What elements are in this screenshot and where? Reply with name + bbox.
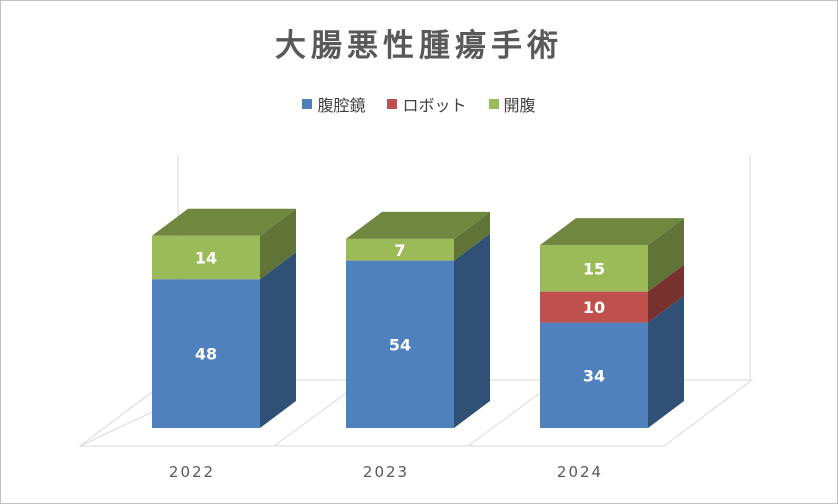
bar-2023-s2: [346, 238, 454, 261]
data-label-2022-s2: 14: [195, 249, 217, 268]
data-label-2022-s0: 48: [195, 345, 217, 364]
legend-item-robot: ロボット: [387, 92, 467, 116]
bar-side-2022-s2: [260, 208, 296, 280]
legend-label-open: 開腹: [503, 96, 536, 115]
bar-side-2022-s0: [260, 252, 296, 428]
legend-swatch-open: [488, 99, 499, 109]
legend-label-laparoscopic: 腹腔鏡: [317, 96, 366, 115]
data-label-2023-s0: 54: [389, 335, 411, 354]
bar-side-2024-s0: [648, 295, 684, 428]
bar-side-2023-s0: [454, 233, 490, 428]
x-tick-label-2024: 2024: [557, 463, 603, 481]
data-label-2024-s1: 10: [583, 298, 605, 317]
legend: 腹腔鏡 ロボット 開腹: [0, 92, 838, 116]
bar-2023-s0: [346, 260, 454, 428]
bar-side-2024-s1: [648, 264, 684, 323]
legend-item-laparoscopic: 腹腔鏡: [302, 92, 365, 116]
bar-2024-s0: [540, 322, 648, 428]
data-label-2024-s2: 15: [583, 259, 605, 278]
bar-2022-s2: [152, 235, 260, 280]
bar-2024-s2: [540, 245, 648, 292]
legend-label-robot: ロボット: [402, 96, 467, 115]
bar-top-2022: [152, 208, 296, 236]
legend-swatch-robot: [387, 99, 398, 109]
legend-swatch-laparoscopic: [302, 99, 313, 109]
chart-title: 大腸悪性腫瘍手術: [275, 28, 563, 64]
bar-top-2023: [346, 211, 490, 239]
data-label-2024-s0: 34: [583, 366, 605, 385]
bar-side-2024-s2: [648, 218, 684, 292]
legend-item-open: 開腹: [488, 92, 536, 116]
x-tick-label-2023: 2023: [363, 463, 409, 481]
data-label-2023-s2: 7: [394, 241, 405, 260]
bar-2024-s1: [540, 291, 648, 323]
bar-2022-s0: [152, 279, 260, 428]
bar-side-2023-s2: [454, 211, 490, 261]
floor: [78, 379, 754, 447]
x-tick-label-2022: 2022: [169, 463, 215, 481]
bar-top-2024: [540, 218, 684, 246]
